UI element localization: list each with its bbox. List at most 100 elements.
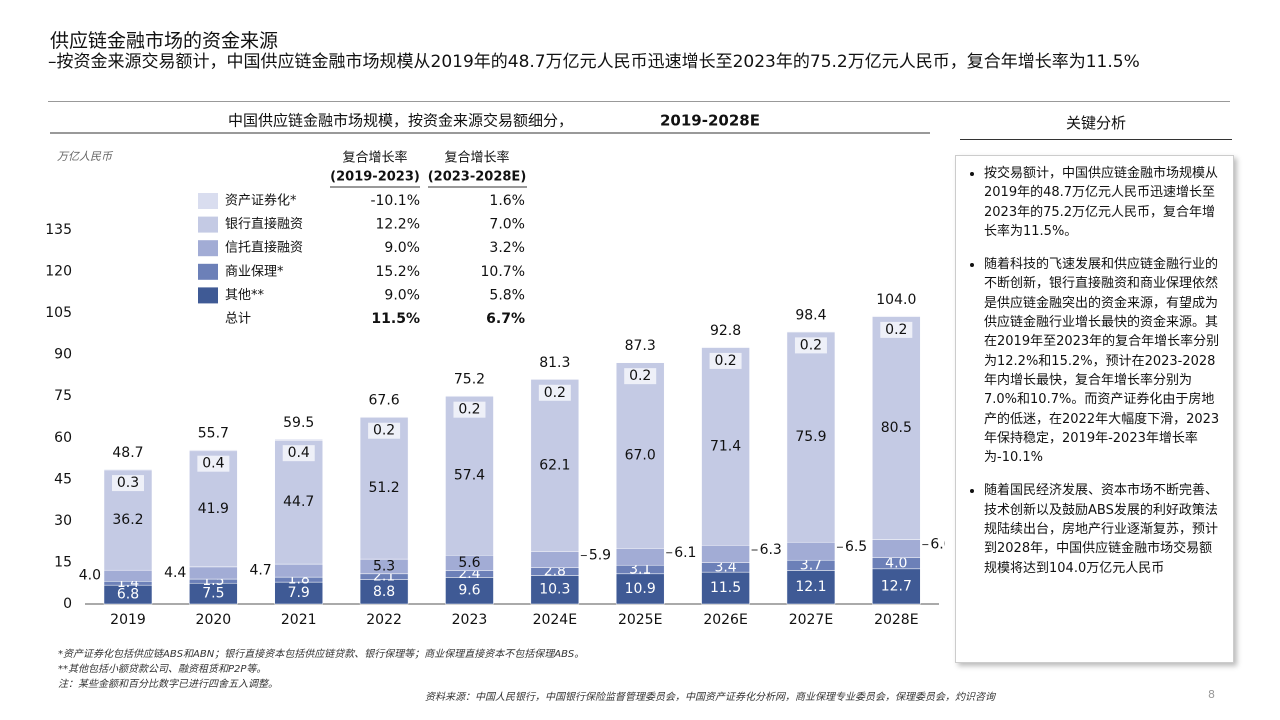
label-bg [159, 564, 190, 581]
bar-segment [103, 569, 153, 582]
x-tick-label: 2023 [452, 612, 488, 628]
data-label: 7.5 [202, 586, 224, 602]
footnote: 注：某些金额和百分比数字已进行四舍五入调整。 [58, 679, 278, 690]
label-bg [880, 321, 913, 338]
label-bg [453, 401, 486, 418]
cagr-header: (2023-2028E) [428, 170, 527, 185]
data-label: 0.2 [800, 337, 822, 353]
bullet-list: 按交易额计，中国供应链金融市场规模从2019年的48.7万亿元人民币迅速增长至2… [956, 164, 1233, 578]
data-label: 75.9 [795, 429, 826, 445]
total-label: 55.7 [198, 426, 229, 442]
bar-segment [445, 395, 494, 556]
data-label: 36.2 [112, 512, 143, 528]
bar-segment [615, 573, 665, 605]
legend-label: 商业保理* [225, 264, 284, 279]
data-label: 6.1 [674, 545, 696, 561]
y-tick-label: 30 [54, 513, 72, 529]
bar-segment [274, 438, 323, 441]
total-label: 48.7 [112, 445, 143, 461]
x-tick-label: 2028E [874, 612, 918, 628]
bar-segment [872, 539, 921, 558]
data-label: 12.1 [795, 579, 826, 595]
data-label: 0.2 [373, 423, 395, 439]
total-label: 104.0 [876, 292, 916, 308]
label-bg [709, 352, 742, 369]
bar-segment [530, 379, 580, 552]
total-label: 75.2 [454, 372, 485, 388]
x-tick-label: 2025E [618, 612, 662, 628]
data-label: 44.7 [283, 494, 314, 510]
legend-label: 资产证券化* [225, 193, 297, 209]
cagr-value: 3.2% [489, 240, 525, 256]
chart-title-period: 2019-2028E [660, 112, 760, 130]
cagr-value: 9.0% [384, 287, 420, 303]
legend-swatch [198, 216, 218, 233]
bar-segment [701, 346, 750, 348]
data-label: 4.7 [249, 563, 271, 579]
x-tick-label: 2027E [789, 612, 833, 628]
bar-segment [359, 417, 409, 560]
bar-segment [701, 347, 750, 546]
data-label: 0.2 [629, 368, 651, 384]
bar-segment [445, 395, 494, 397]
data-label: 71.4 [710, 438, 741, 454]
x-tick-label: 2019 [110, 612, 146, 628]
data-label: 12.7 [881, 578, 912, 594]
chart: 中国供应链金融市场规模，按资金来源交易额细分， 2019-2028E 万亿人民币… [45, 112, 945, 629]
data-label: 11.5 [710, 580, 741, 596]
total-label: 87.3 [625, 338, 656, 354]
analysis-title: 关键分析 [960, 112, 1232, 140]
cagr-header: (2019-2023) [330, 170, 420, 185]
data-label: 0.2 [714, 353, 736, 369]
data-label: 8.8 [373, 584, 395, 600]
y-tick-label: 60 [54, 430, 72, 446]
data-label: 9.6 [458, 583, 480, 599]
total-label: 92.8 [710, 323, 741, 339]
bar-segment [189, 449, 238, 452]
data-label: 57.4 [454, 468, 485, 484]
cagr-value: 1.6% [489, 193, 525, 209]
y-tick-label: 105 [45, 305, 72, 321]
bullet: 随着国民经济发展、资本市场不断完善、技术创新以及鼓励ABS发展的利好政策法规陆续… [984, 481, 1223, 577]
cagr-value: 9.0% [384, 240, 420, 256]
y-tick-label: 45 [54, 471, 72, 487]
page-number: 8 [1208, 688, 1215, 701]
x-tick-label: 2024E [533, 612, 577, 628]
cagr-header: 复合增长率 [444, 150, 509, 166]
legend-label: 总计 [225, 312, 251, 327]
cagr-value: -10.1% [370, 193, 420, 209]
divider [48, 101, 1230, 102]
data-label: 4.0 [885, 555, 907, 571]
bar-segment [872, 315, 921, 317]
bar-segment [615, 362, 665, 549]
label-bg [282, 445, 315, 462]
legend-label: 其他** [225, 288, 265, 303]
y-tick-label: 0 [63, 596, 72, 612]
bar-segment [701, 571, 750, 605]
chart-title: 中国供应链金融市场规模，按资金来源交易额细分， [228, 112, 573, 130]
y-tick-label: 15 [54, 554, 72, 570]
y-tick-label: 135 [45, 222, 72, 238]
analysis-box: 按交易额计，中国供应链金融市场规模从2019年的48.7万亿元人民币迅速增长至2… [955, 155, 1234, 663]
bar-segment [701, 545, 750, 563]
bar-segment [786, 541, 836, 561]
bar-segment [103, 468, 153, 471]
bullet: 按交易额计，中国供应链金融市场规模从2019年的48.7万亿元人民币迅速增长至2… [984, 164, 1223, 241]
data-label: 0.2 [458, 402, 480, 418]
data-label: 3.4 [714, 559, 736, 575]
label-bg [794, 337, 827, 354]
data-label: 5.3 [373, 558, 395, 574]
data-label: 51.2 [369, 480, 400, 496]
slide-subtitle: –按资金来源交易额计，中国供应链金融市场规模从2019年的48.7万亿元人民币迅… [48, 52, 1140, 72]
bar-segment [445, 577, 494, 605]
bar-segment [786, 331, 836, 333]
bar-segment [530, 551, 580, 568]
data-label: 3.7 [800, 557, 822, 573]
y-tick-label: 90 [54, 347, 72, 363]
footnote: **其他包括小额贷款公司、融资租赁和P2P等。 [58, 664, 267, 675]
legend-swatch [198, 287, 218, 304]
label-bg [197, 455, 230, 472]
data-label: 3.1 [629, 562, 651, 578]
total-label: 67.6 [369, 393, 400, 409]
bar-segment [359, 579, 409, 605]
